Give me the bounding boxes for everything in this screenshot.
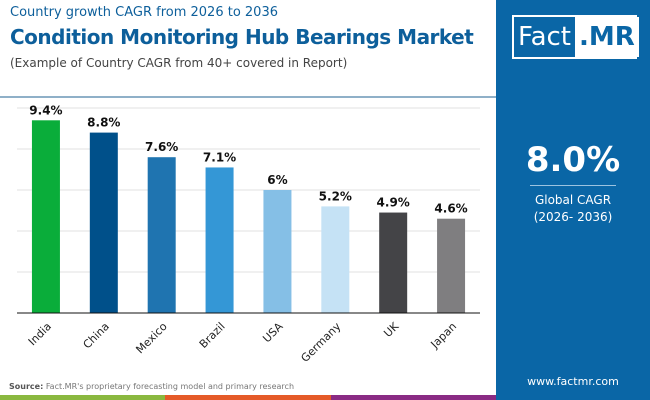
global-period: (2026- 2036) [533,210,613,224]
side-panel [496,0,650,400]
data-label: 7.6% [145,140,178,154]
stripe-green [0,395,165,400]
data-label: 6% [267,173,287,187]
x-tick-label: Japan [428,320,460,352]
source-label: Source: [9,382,44,391]
data-label: 4.9% [377,196,410,210]
x-tick-label: Brazil [197,320,228,351]
data-label: 7.1% [203,150,236,164]
logo-text-right: .MR [575,17,639,57]
x-tick-label: China [81,320,112,351]
bar-china [89,132,118,313]
factmr-logo: Fact .MR [512,15,639,59]
x-tick-label: Germany [298,320,343,365]
global-cagr-label: Global CAGR (2026- 2036) [496,192,650,226]
data-label: 8.8% [87,116,120,130]
chart-subtitle: Country growth CAGR from 2026 to 2036 [10,5,278,20]
bar-uk [379,212,408,313]
x-tick-label: India [26,320,54,348]
x-tick-label: Mexico [133,320,170,357]
x-tick-label: UK [381,319,402,340]
bar-india [31,120,60,313]
bar-germany [321,206,350,313]
x-tick-label: USA [260,320,286,346]
bar-japan [437,218,466,313]
stripe-purple [331,395,496,400]
global-cagr-value: 8.0% [525,140,621,180]
data-label: 4.6% [434,202,467,216]
source-note: Source: Fact.MR's proprietary forecastin… [9,382,294,391]
stripe-orange [165,395,331,400]
bar-brazil [205,167,234,313]
chart-title: Condition Monitoring Hub Bearings Market [10,25,474,49]
data-label: 9.4% [29,103,62,117]
global-label: Global CAGR [534,193,612,207]
chart-note: (Example of Country CAGR from 40+ covere… [10,56,348,70]
bar-mexico [147,157,176,313]
logo-text-left: Fact [514,17,575,57]
panel-divider [530,185,616,186]
source-text: Fact.MR's proprietary forecasting model … [45,382,295,391]
data-label: 5.2% [319,189,352,203]
bar-chart: 9.4% India 8.8% China 7.6% Mexico 7.1% Brazil 6%… [17,103,480,365]
website-link[interactable]: www.factmr.com [527,375,619,388]
bar-usa [263,190,292,313]
divider [0,96,496,98]
